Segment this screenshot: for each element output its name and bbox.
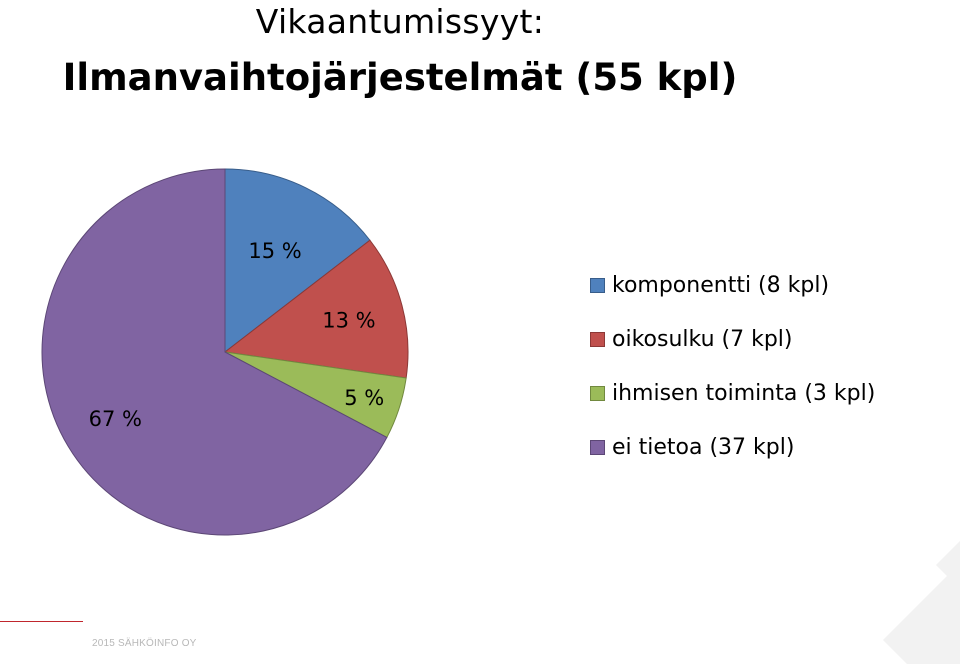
chart-title: Ilmanvaihtojärjestelmät (55 kpl) [62, 56, 738, 99]
slice-data-label: 67 % [89, 407, 142, 431]
legend-label: ihmisen toiminta (3 kpl) [612, 380, 876, 406]
legend-swatch [590, 385, 605, 401]
legend-label: ei tietoa (37 kpl) [612, 434, 795, 460]
corner-shape-large [883, 563, 960, 664]
slice-data-label: 15 % [248, 239, 301, 263]
chart-legend: komponentti (8 kpl) oikosulku (7 kpl) ihmi… [590, 258, 875, 474]
legend-label: oikosulku (7 kpl) [612, 326, 793, 352]
legend-swatch [590, 439, 605, 455]
footer-divider [0, 621, 83, 622]
legend-item: ei tietoa (37 kpl) [590, 420, 875, 474]
legend-item: oikosulku (7 kpl) [590, 312, 875, 366]
legend-item: ihmisen toiminta (3 kpl) [590, 366, 875, 420]
footer-copyright: 2015 SÄHKÖINFO OY [92, 638, 197, 649]
pie-slice [41, 168, 388, 536]
slice-data-label: 5 % [344, 386, 384, 410]
slice-data-label: 13 % [322, 308, 375, 332]
slide-title: Vikaantumissyyt: [255, 2, 545, 41]
legend-swatch [590, 277, 605, 293]
corner-shape-small [936, 541, 960, 589]
legend-label: komponentti (8 kpl) [612, 272, 830, 298]
legend-swatch [590, 331, 605, 347]
pie-slice [223, 239, 409, 379]
pie-slice [224, 168, 371, 354]
legend-item: komponentti (8 kpl) [590, 258, 875, 312]
